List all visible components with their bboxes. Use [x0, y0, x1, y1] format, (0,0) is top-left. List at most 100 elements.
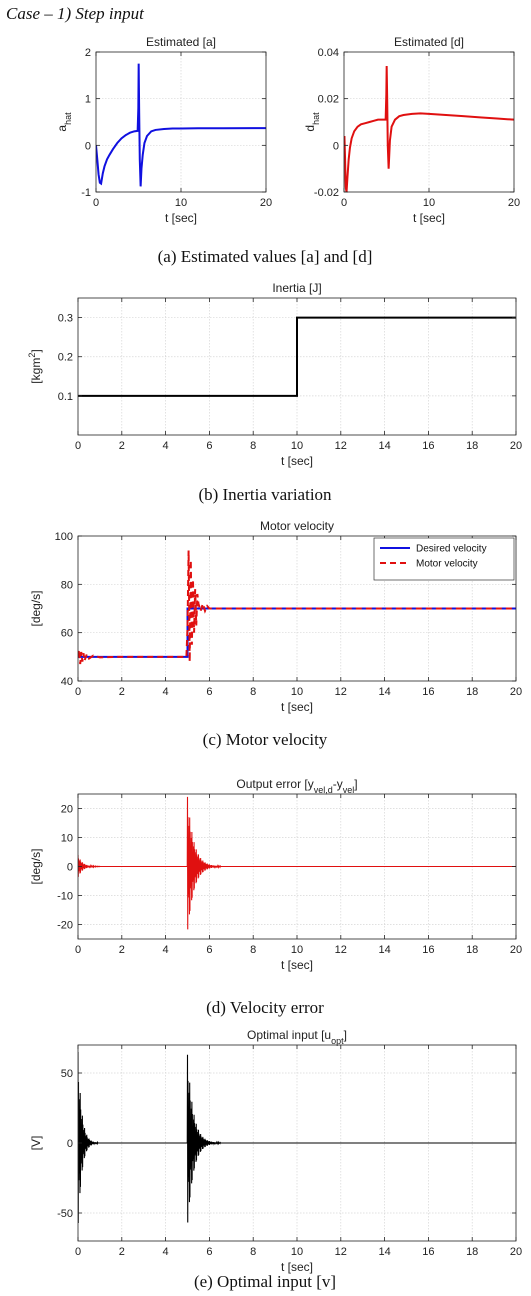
x-tick-label: 18: [466, 1246, 478, 1258]
x-tick-label: 20: [510, 944, 522, 956]
x-axis-label: t [sec]: [281, 958, 313, 972]
legend-label: Desired velocity: [416, 544, 487, 555]
x-tick-label: 18: [466, 944, 478, 956]
figure-heading: Case – 1) Step input: [6, 4, 144, 23]
x-tick-label: 2: [119, 944, 125, 956]
x-tick-label: 14: [378, 1246, 390, 1258]
y-tick-label: -10: [57, 891, 73, 903]
y-tick-label: 0: [67, 862, 73, 874]
x-tick-label: 16: [422, 440, 434, 452]
x-axis-label: t [sec]: [281, 454, 313, 468]
chart-title: Estimated [d]: [394, 35, 464, 49]
y-tick-label: 0.2: [58, 352, 73, 364]
chart-title: Estimated [a]: [146, 35, 216, 49]
x-tick-label: 16: [422, 686, 434, 698]
y-tick-label: 10: [61, 833, 73, 845]
x-tick-label: 10: [291, 686, 303, 698]
y-tick-label: -50: [57, 1208, 73, 1220]
chart-panel-b: 0 2 4 6 8 10 12 14 16 18 20 0.1 0.2 0.3 Inertia [J] t […: [27, 281, 522, 468]
y-tick-label: 20: [61, 804, 73, 816]
series-line-0: [344, 65, 514, 192]
x-tick-label: 20: [510, 440, 522, 452]
x-tick-label: 12: [335, 440, 347, 452]
x-tick-label: 8: [250, 1246, 256, 1258]
y-tick-label: 0.3: [58, 313, 73, 325]
x-tick-label: 18: [466, 686, 478, 698]
x-tick-label: 6: [206, 1246, 212, 1258]
x-tick-label: 8: [250, 944, 256, 956]
chart-title: Output error [yvel,d-yvel]: [236, 777, 357, 795]
y-axis-label: [V]: [29, 1136, 43, 1151]
y-tick-label: 0.1: [58, 391, 73, 403]
x-tick-label: 2: [119, 1246, 125, 1258]
plot-series-group: [96, 63, 266, 187]
x-axis-label: t [sec]: [413, 211, 445, 225]
x-tick-label: 20: [508, 197, 520, 209]
legend-box: [373, 537, 515, 581]
x-tick-label: 0: [75, 1246, 81, 1258]
x-tick-label: 0: [341, 197, 347, 209]
plot-series-group: [78, 796, 516, 930]
figure-caption: (a) Estimated values [a] and [d]: [158, 247, 373, 266]
x-tick-label: 4: [163, 440, 169, 452]
chart-panel-e: 0 2 4 6 8 10 12 14 16 18 20 -50 0 50 Optimal input [uo…: [29, 1028, 522, 1274]
x-tick-label: 10: [423, 197, 435, 209]
x-tick-label: 12: [335, 944, 347, 956]
series-line-motor-velocity: [78, 550, 516, 665]
y-tick-label: 0.02: [318, 94, 339, 106]
x-tick-label: 2: [119, 686, 125, 698]
plot-series-group: [78, 550, 516, 665]
y-tick-label: 60: [61, 628, 73, 640]
x-tick-label: 20: [510, 686, 522, 698]
x-tick-label: 6: [206, 944, 212, 956]
x-tick-label: 4: [163, 1246, 169, 1258]
plot-series-group: [344, 65, 514, 192]
x-tick-label: 0: [93, 197, 99, 209]
x-tick-label: 10: [175, 197, 187, 209]
figure-caption: (e) Optimal input [v]: [194, 1272, 336, 1291]
chart-panel-d-err: 0 2 4 6 8 10 12 14 16 18 20 -20 -10 0 10 20 Output error…: [29, 777, 522, 972]
x-tick-label: 0: [75, 944, 81, 956]
y-axis-label: [deg/s]: [29, 848, 43, 884]
y-tick-label: 0: [333, 140, 339, 152]
x-tick-label: 0: [75, 686, 81, 698]
y-tick-label: 80: [61, 579, 73, 591]
y-tick-label: 0: [67, 1138, 73, 1150]
y-tick-label: 40: [61, 676, 73, 688]
y-tick-label: 50: [61, 1068, 73, 1080]
x-tick-label: 4: [163, 686, 169, 698]
y-tick-label: -20: [57, 920, 73, 932]
x-tick-label: 10: [291, 1246, 303, 1258]
series-line-0: [96, 63, 266, 187]
x-axis-label: t [sec]: [165, 211, 197, 225]
x-tick-label: 16: [422, 944, 434, 956]
x-tick-label: 16: [422, 1246, 434, 1258]
x-tick-label: 20: [510, 1246, 522, 1258]
x-axis-label: t [sec]: [281, 1260, 313, 1274]
series-line: [78, 796, 516, 930]
x-tick-label: 8: [250, 440, 256, 452]
y-axis-label: dhat: [303, 112, 321, 132]
x-axis-label: t [sec]: [281, 700, 313, 714]
y-axis-label: ahat: [55, 112, 73, 132]
x-tick-label: 14: [378, 440, 390, 452]
legend-label: Motor velocity: [416, 559, 478, 570]
x-tick-label: 14: [378, 686, 390, 698]
y-tick-label: 100: [55, 531, 73, 543]
chart-title: Optimal input [uopt]: [247, 1028, 347, 1046]
x-tick-label: 0: [75, 440, 81, 452]
legend: Desired velocity Motor velocity: [373, 537, 515, 581]
y-axis-label: [kgm2]: [27, 349, 43, 383]
x-tick-label: 2: [119, 440, 125, 452]
x-tick-label: 12: [335, 1246, 347, 1258]
x-tick-label: 14: [378, 944, 390, 956]
x-tick-label: 8: [250, 686, 256, 698]
plot-series-group: [78, 1051, 516, 1224]
x-tick-label: 12: [335, 686, 347, 698]
chart-panel-c: 0 2 4 6 8 10 12 14 16 18 20 40 60 80 100 Motor velocity…: [29, 519, 522, 714]
y-tick-label: 1: [85, 94, 91, 106]
x-tick-label: 18: [466, 440, 478, 452]
plot-series-group: [78, 316, 516, 397]
